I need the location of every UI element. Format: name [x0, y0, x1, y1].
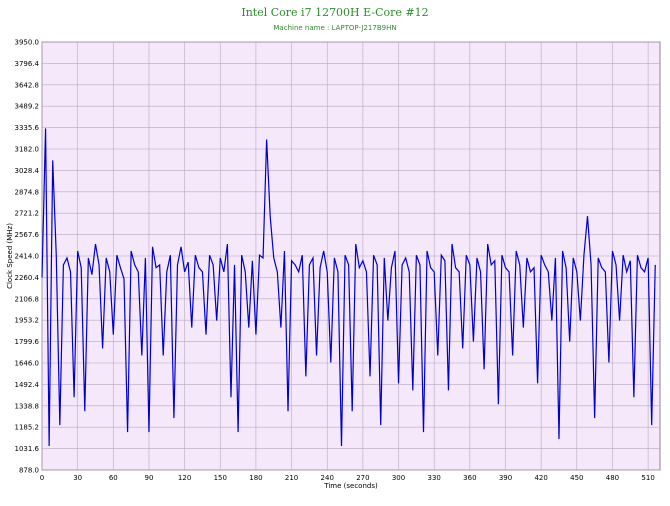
y-tick-label: 1953.2 — [15, 317, 40, 325]
x-axis-label: Time (seconds) — [323, 482, 378, 490]
y-tick-label: 1338.8 — [15, 402, 40, 410]
chart-subtitle: Machine name : LAPTOP-J217B9HN — [273, 24, 396, 32]
y-tick-label: 2260.4 — [15, 274, 40, 282]
y-axis-label: Clock Speed (MHz) — [6, 223, 14, 289]
chart-title: Intel Core i7 12700H E-Core #12 — [241, 6, 428, 19]
x-tick-label: 330 — [428, 474, 441, 482]
x-tick-label: 60 — [109, 474, 118, 482]
x-tick-label: 210 — [285, 474, 298, 482]
y-tick-label: 3950.0 — [15, 39, 40, 47]
y-tick-label: 3028.4 — [15, 167, 40, 175]
y-tick-label: 878.0 — [19, 467, 39, 475]
x-tick-label: 0 — [40, 474, 44, 482]
x-tick-label: 240 — [321, 474, 334, 482]
y-tick-label: 3335.6 — [15, 124, 40, 132]
x-tick-label: 360 — [463, 474, 476, 482]
y-tick-label: 3489.2 — [15, 103, 40, 111]
x-tick-label: 30 — [73, 474, 82, 482]
y-tick-label: 1646.0 — [15, 360, 40, 368]
y-tick-label: 3182.0 — [15, 146, 40, 154]
x-tick-label: 270 — [356, 474, 369, 482]
y-tick-label: 2567.6 — [15, 231, 40, 239]
x-tick-label: 120 — [178, 474, 191, 482]
x-tick-label: 510 — [641, 474, 654, 482]
y-tick-label: 2106.8 — [15, 295, 40, 303]
y-tick-label: 2874.8 — [15, 188, 40, 196]
y-tick-label: 3796.4 — [15, 60, 40, 68]
x-tick-label: 90 — [145, 474, 154, 482]
x-tick-label: 450 — [570, 474, 583, 482]
data-line — [41, 128, 656, 447]
x-tick-label: 180 — [249, 474, 262, 482]
y-tick-label: 2721.2 — [15, 210, 40, 218]
y-tick-label: 1492.4 — [15, 381, 40, 389]
x-tick-label: 390 — [499, 474, 512, 482]
x-tick-label: 420 — [534, 474, 547, 482]
y-tick-label: 1185.2 — [15, 424, 40, 432]
x-tick-label: 300 — [392, 474, 405, 482]
y-tick-label: 3642.8 — [15, 81, 40, 89]
x-tick-label: 150 — [214, 474, 227, 482]
x-tick-label: 480 — [606, 474, 619, 482]
y-tick-label: 2414.0 — [15, 253, 40, 261]
y-tick-label: 1799.6 — [15, 338, 40, 346]
y-tick-label: 1031.6 — [15, 445, 40, 453]
